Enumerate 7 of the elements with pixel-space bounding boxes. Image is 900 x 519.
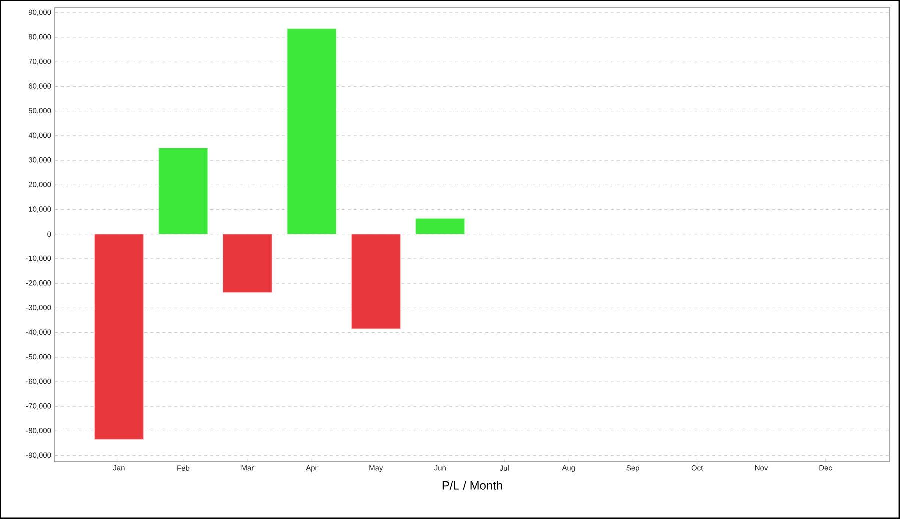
bar bbox=[94, 234, 144, 440]
bar bbox=[222, 234, 272, 293]
bar bbox=[158, 148, 208, 235]
bar bbox=[351, 234, 401, 330]
bar bbox=[416, 218, 466, 235]
bar bbox=[287, 28, 337, 235]
x-axis-title: P/L / Month bbox=[442, 481, 502, 490]
